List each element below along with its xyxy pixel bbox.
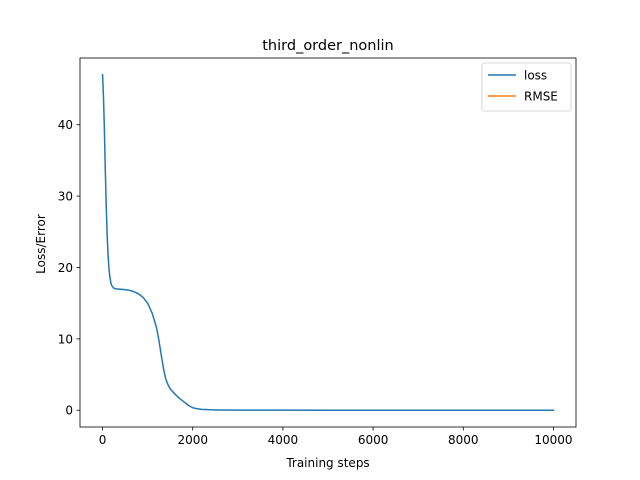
x-tick-label: 2000 [177, 433, 208, 447]
y-axis-label: Loss/Error [34, 214, 48, 274]
chart-title: third_order_nonlin [262, 38, 393, 54]
x-axis-label: Training steps [285, 456, 369, 470]
legend-label-loss: loss [524, 69, 547, 83]
legend: loss RMSE [481, 62, 572, 112]
x-tick-label: 0 [99, 433, 107, 447]
y-tick-label: 20 [58, 261, 73, 275]
x-tick-label: 4000 [268, 433, 299, 447]
x-tick-label: 10000 [534, 433, 572, 447]
plot-area: 0 2000 4000 6000 8000 10000 0 10 20 30 40 [58, 57, 577, 447]
y-tick-label: 30 [58, 190, 73, 204]
axes-frame [79, 57, 577, 428]
x-tick-label: 6000 [358, 433, 389, 447]
x-tick-label: 8000 [448, 433, 479, 447]
y-tick-label: 40 [58, 118, 73, 132]
y-tick-label: 10 [58, 332, 73, 346]
y-tick-label: 0 [65, 404, 73, 418]
series-line-loss [101, 73, 555, 411]
legend-label-rmse: RMSE [524, 90, 558, 104]
